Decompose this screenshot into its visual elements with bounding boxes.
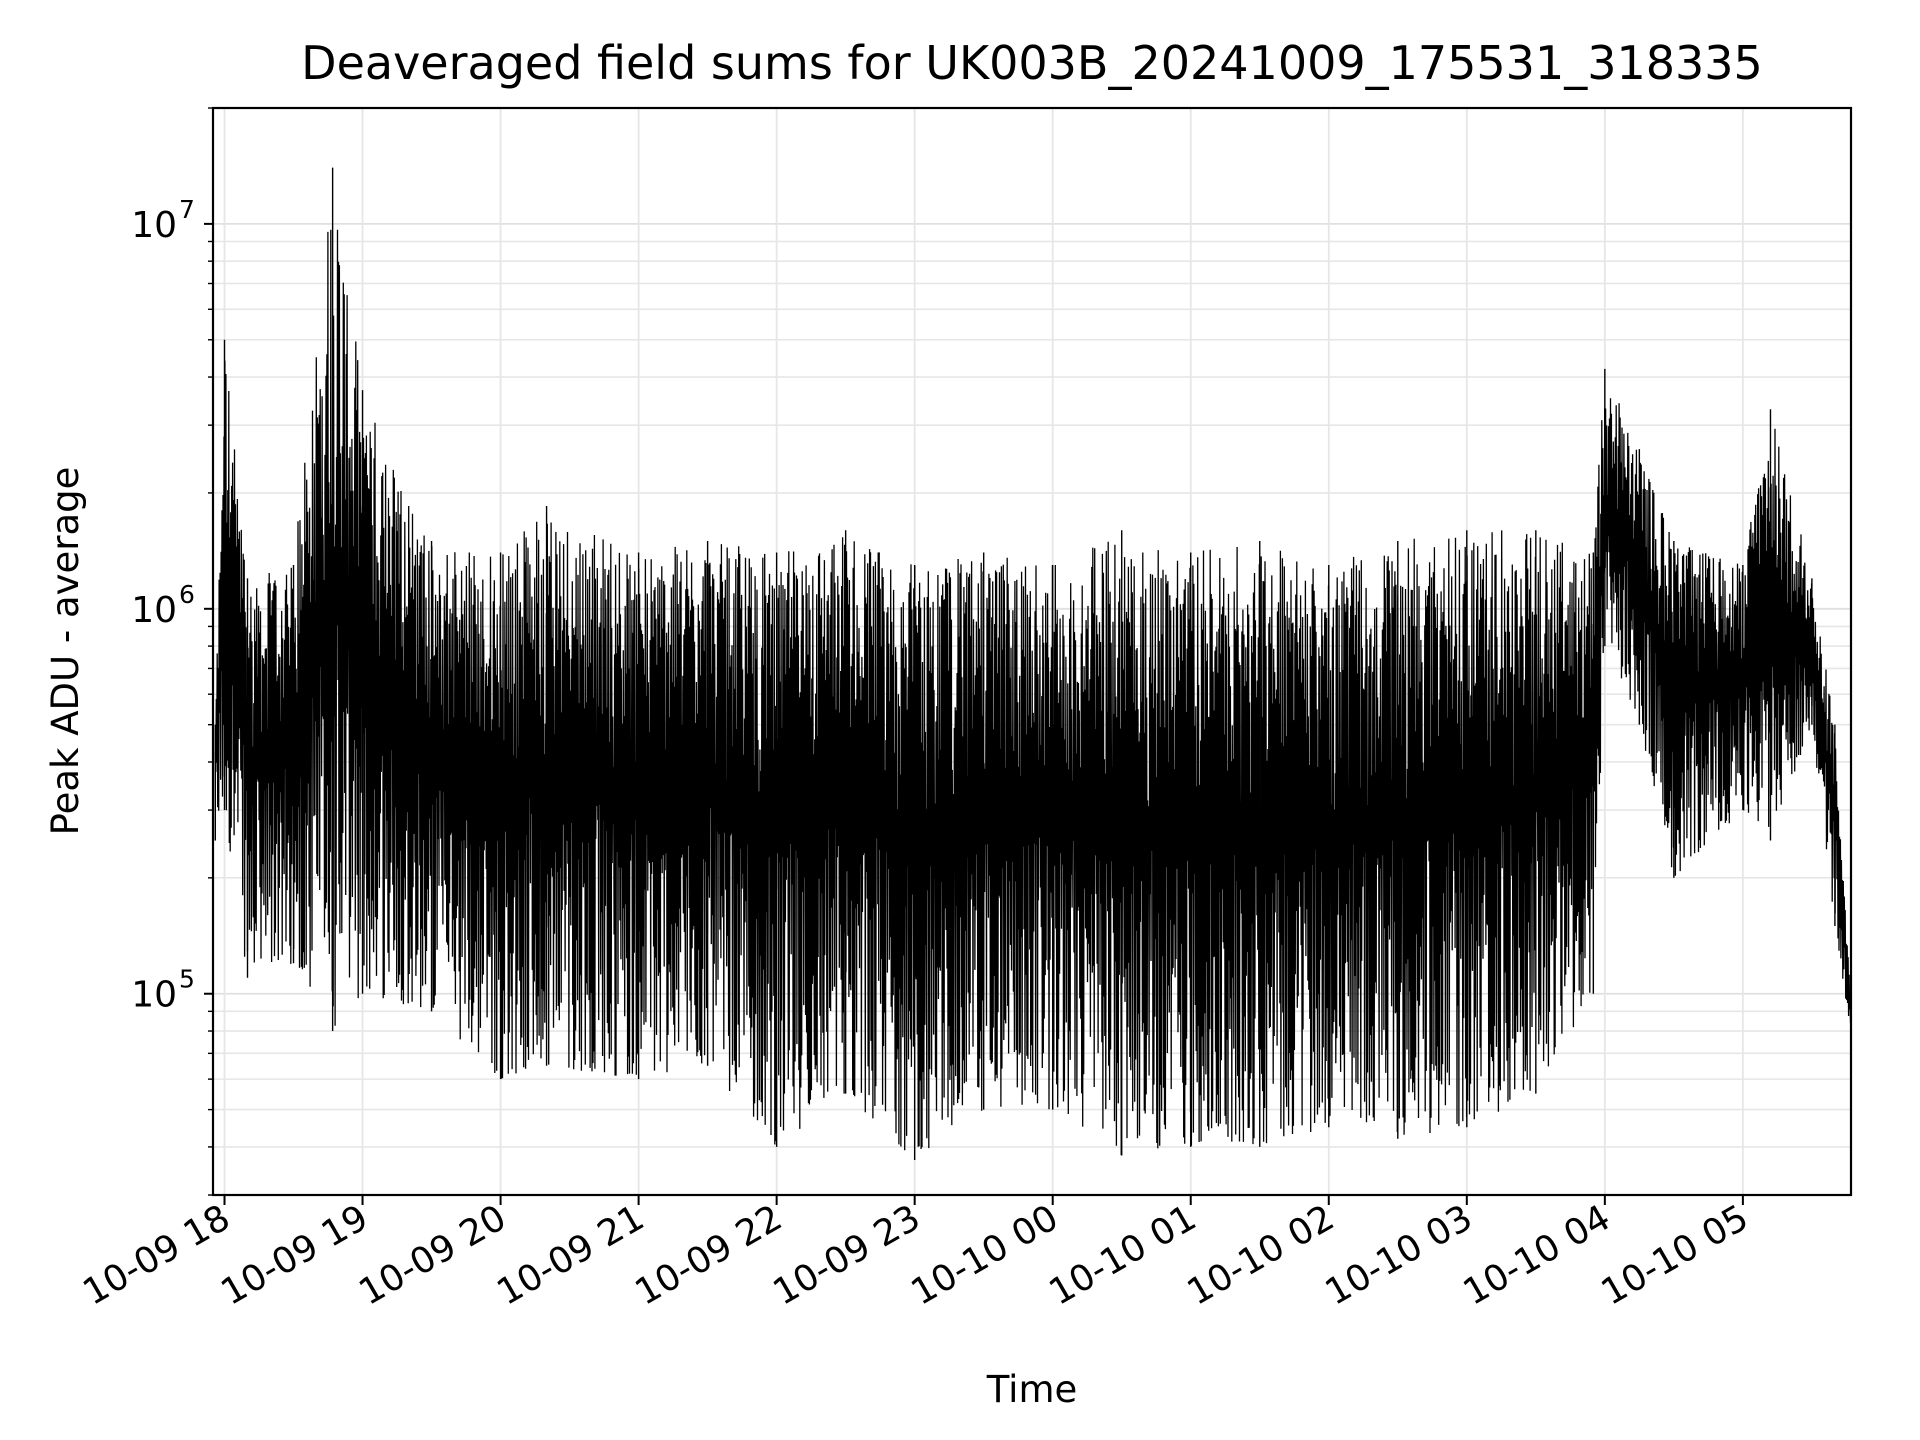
x-axis-label: Time xyxy=(986,1368,1078,1411)
y-tick-label: 10 xyxy=(131,205,177,246)
y-axis-label: Peak ADU - average xyxy=(44,467,87,836)
y-tick-label: 10 xyxy=(131,975,177,1016)
y-tick-exponent: 7 xyxy=(179,195,195,224)
series-trace xyxy=(214,229,1852,1156)
y-tick-exponent: 5 xyxy=(179,965,195,994)
plot-frame xyxy=(211,106,1853,1197)
y-tick-label: 10 xyxy=(131,590,177,631)
y-tick-exponent: 6 xyxy=(179,580,195,609)
chart-title: Deaveraged field sums for UK003B_2024100… xyxy=(301,36,1763,90)
